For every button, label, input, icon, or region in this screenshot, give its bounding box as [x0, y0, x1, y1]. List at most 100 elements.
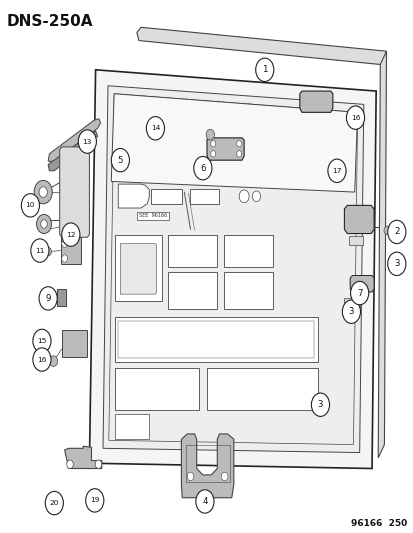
Polygon shape — [206, 138, 244, 160]
Text: SEE 96166: SEE 96166 — [138, 214, 166, 219]
Text: 9: 9 — [45, 294, 51, 303]
Polygon shape — [64, 446, 102, 469]
Polygon shape — [349, 276, 373, 292]
Text: 1: 1 — [261, 66, 267, 74]
Polygon shape — [118, 184, 149, 208]
Text: 3: 3 — [348, 307, 353, 316]
Bar — [60, 237, 81, 264]
Bar — [343, 298, 359, 311]
Circle shape — [210, 141, 215, 147]
Bar — [62, 330, 86, 357]
Bar — [115, 368, 198, 410]
Circle shape — [111, 149, 129, 172]
Text: 5: 5 — [117, 156, 123, 165]
Bar — [137, 212, 169, 220]
Circle shape — [236, 141, 241, 147]
Polygon shape — [120, 244, 156, 294]
Circle shape — [350, 281, 368, 305]
Circle shape — [40, 220, 47, 228]
Circle shape — [66, 460, 73, 469]
Circle shape — [33, 348, 51, 371]
Bar — [206, 368, 317, 410]
Bar — [57, 289, 66, 306]
Polygon shape — [299, 91, 332, 112]
Polygon shape — [137, 27, 386, 64]
Polygon shape — [89, 70, 375, 469]
Circle shape — [85, 489, 104, 512]
Text: 17: 17 — [331, 168, 341, 174]
Text: 6: 6 — [199, 164, 205, 173]
Text: 2: 2 — [393, 228, 399, 237]
Bar — [115, 414, 149, 439]
Circle shape — [39, 287, 57, 310]
Circle shape — [49, 356, 57, 367]
Circle shape — [33, 329, 51, 353]
Text: 16: 16 — [37, 357, 47, 362]
Circle shape — [95, 460, 102, 469]
Circle shape — [195, 490, 214, 513]
Circle shape — [387, 252, 405, 276]
Circle shape — [62, 255, 67, 262]
Circle shape — [39, 187, 47, 197]
Circle shape — [255, 58, 273, 82]
Text: 16: 16 — [350, 115, 359, 120]
Circle shape — [346, 106, 364, 130]
Bar — [167, 235, 217, 266]
Polygon shape — [48, 119, 100, 161]
Circle shape — [78, 130, 96, 154]
Circle shape — [31, 239, 49, 262]
Bar — [151, 189, 182, 204]
Circle shape — [34, 180, 52, 204]
Bar — [349, 236, 362, 245]
Circle shape — [236, 151, 241, 157]
Circle shape — [36, 214, 51, 233]
Circle shape — [62, 240, 67, 247]
Text: 14: 14 — [150, 125, 160, 131]
Circle shape — [252, 191, 260, 201]
Polygon shape — [48, 131, 97, 171]
Circle shape — [311, 393, 329, 416]
Polygon shape — [181, 434, 233, 498]
Text: 15: 15 — [37, 338, 47, 344]
Circle shape — [45, 491, 63, 515]
Bar — [167, 272, 217, 309]
Bar — [189, 189, 219, 204]
Text: DNS-250A: DNS-250A — [7, 14, 93, 29]
Circle shape — [206, 130, 214, 140]
Text: 11: 11 — [35, 247, 45, 254]
Circle shape — [342, 300, 360, 324]
Bar — [223, 272, 272, 309]
Text: 3: 3 — [317, 400, 323, 409]
Circle shape — [387, 220, 405, 244]
Text: 7: 7 — [356, 288, 361, 297]
Polygon shape — [59, 147, 89, 237]
Circle shape — [327, 159, 345, 182]
Text: 13: 13 — [83, 139, 92, 144]
Polygon shape — [377, 51, 386, 458]
Circle shape — [221, 472, 228, 481]
Text: 19: 19 — [90, 497, 99, 503]
Circle shape — [193, 157, 211, 180]
Text: 20: 20 — [50, 500, 59, 506]
Bar — [115, 317, 317, 362]
Text: 12: 12 — [66, 232, 76, 238]
Text: 4: 4 — [202, 497, 207, 506]
Circle shape — [187, 472, 193, 481]
Circle shape — [383, 226, 390, 235]
Circle shape — [21, 193, 39, 217]
Circle shape — [210, 151, 215, 157]
Text: 96166  250: 96166 250 — [350, 519, 406, 528]
Bar — [223, 235, 272, 266]
Polygon shape — [111, 94, 357, 192]
Polygon shape — [344, 205, 373, 233]
Polygon shape — [103, 86, 363, 453]
Circle shape — [45, 247, 51, 256]
Text: 3: 3 — [393, 260, 399, 268]
Polygon shape — [115, 235, 161, 301]
Text: 10: 10 — [26, 203, 35, 208]
Circle shape — [62, 223, 80, 246]
Circle shape — [146, 117, 164, 140]
Circle shape — [239, 190, 249, 203]
Bar — [118, 321, 313, 359]
Bar — [185, 445, 229, 482]
